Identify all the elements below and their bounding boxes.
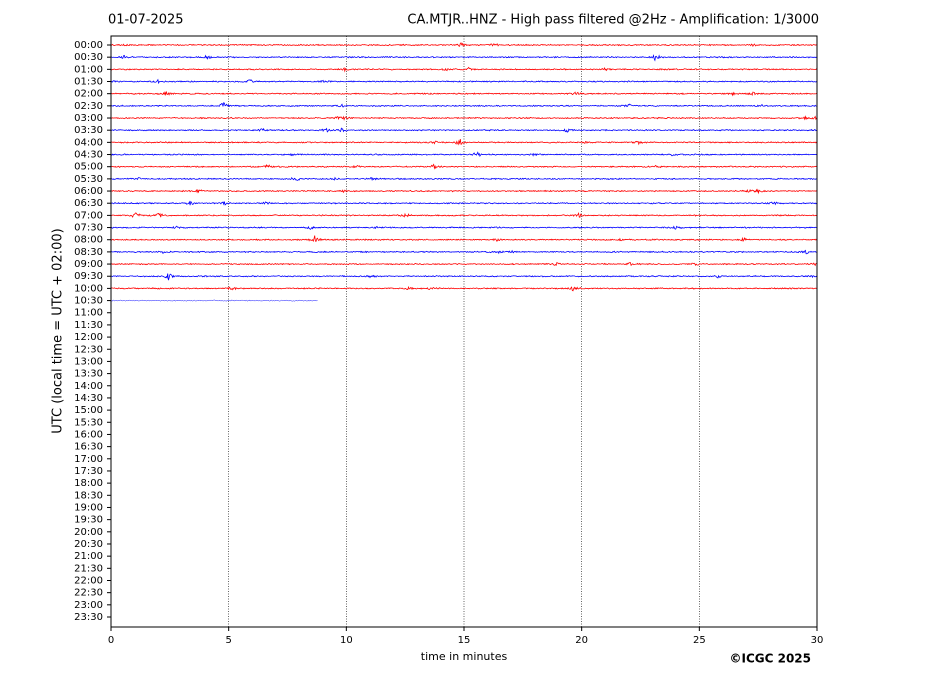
y-tick-label: 18:30 [74, 490, 103, 501]
y-tick-label: 20:00 [74, 527, 103, 538]
credit: ©ICGC 2025 [729, 652, 811, 666]
y-tick-label: 23:30 [74, 612, 103, 623]
x-tick-label: 0 [108, 635, 114, 646]
y-tick-label: 18:00 [74, 478, 103, 489]
y-tick-label: 22:00 [74, 575, 103, 586]
x-tick-label: 10 [340, 635, 353, 646]
y-tick-label: 08:30 [74, 247, 103, 258]
x-tick-label: 15 [458, 635, 471, 646]
seismic-trace [110, 285, 817, 292]
y-tick-label: 15:30 [74, 417, 103, 428]
y-tick-label: 12:00 [74, 332, 103, 343]
seismic-trace [110, 176, 817, 182]
chart-title: CA.MTJR..HNZ - High pass filtered @2Hz -… [407, 13, 819, 28]
seismic-trace [110, 102, 817, 108]
y-tick-label: 14:30 [74, 393, 103, 404]
seismic-trace [110, 261, 817, 267]
y-tick-label: 10:00 [74, 283, 103, 294]
y-tick-label: 08:00 [74, 235, 103, 246]
y-tick-label: 11:30 [74, 320, 103, 331]
seismic-trace [110, 225, 817, 230]
y-tick-label: 12:30 [74, 344, 103, 355]
y-tick-label: 00:00 [74, 40, 103, 51]
y-tick-label: 13:30 [74, 369, 103, 380]
seismic-trace [110, 249, 817, 255]
y-tick-label: 13:00 [74, 356, 103, 367]
seismic-trace [110, 200, 817, 206]
seismic-trace [110, 42, 817, 48]
seismic-trace [110, 235, 817, 243]
seismic-trace [110, 273, 817, 281]
y-tick-label: 20:30 [74, 539, 103, 550]
plot-frame [110, 35, 818, 628]
y-tick-label: 02:30 [74, 101, 103, 112]
y-tick-label: 04:00 [74, 137, 103, 148]
y-tick-label: 17:00 [74, 454, 103, 465]
date-title: 01-07-2025 [108, 13, 184, 28]
y-tick-label: 04:30 [74, 150, 103, 161]
y-tick-label: 23:00 [74, 600, 103, 611]
y-tick-label: 22:30 [74, 588, 103, 599]
y-tick-label: 06:00 [74, 186, 103, 197]
y-tick-label: 19:00 [74, 502, 103, 513]
x-tick-label: 5 [225, 635, 231, 646]
y-tick-label: 10:30 [74, 296, 103, 307]
seismic-trace [110, 138, 817, 146]
y-tick-label: 17:30 [74, 466, 103, 477]
y-tick-label: 03:00 [74, 113, 103, 124]
seismic-trace [110, 127, 817, 133]
seismic-trace [110, 91, 817, 97]
x-tick-label: 20 [575, 635, 588, 646]
y-tick-label: 05:30 [74, 174, 103, 185]
seismic-trace [110, 163, 817, 170]
y-tick-label: 16:00 [74, 429, 103, 440]
x-tick-label: 30 [811, 635, 824, 646]
y-tick-label: 15:00 [74, 405, 103, 416]
y-tick-label: 07:00 [74, 210, 103, 221]
seismic-trace [110, 54, 817, 62]
y-tick-label: 05:00 [74, 162, 103, 173]
seismic-trace [110, 299, 318, 302]
seismic-trace [110, 188, 817, 195]
y-tick-label: 14:00 [74, 381, 103, 392]
y-tick-label: 09:30 [74, 271, 103, 282]
x-tick-label: 25 [693, 635, 706, 646]
y-tick-label: 07:30 [74, 223, 103, 234]
y-tick-label: 02:00 [74, 89, 103, 100]
y-tick-label: 16:30 [74, 442, 103, 453]
x-axis-label: time in minutes [421, 650, 508, 663]
seismic-trace [110, 78, 817, 85]
seismic-trace [110, 115, 817, 121]
y-tick-label: 01:30 [74, 77, 103, 88]
seismic-trace [110, 212, 817, 218]
seismic-trace [110, 66, 817, 73]
y-tick-label: 19:30 [74, 515, 103, 526]
y-tick-label: 21:00 [74, 551, 103, 562]
y-tick-label: 01:00 [74, 64, 103, 75]
seismic-trace [110, 151, 817, 158]
y-tick-label: 06:30 [74, 198, 103, 209]
y-tick-label: 03:30 [74, 125, 103, 136]
y-tick-label: 09:00 [74, 259, 103, 270]
y-axis-label: UTC (local time = UTC + 02:00) [51, 228, 66, 433]
y-tick-label: 21:30 [74, 563, 103, 574]
y-tick-label: 00:30 [74, 52, 103, 63]
y-tick-label: 11:00 [74, 308, 103, 319]
